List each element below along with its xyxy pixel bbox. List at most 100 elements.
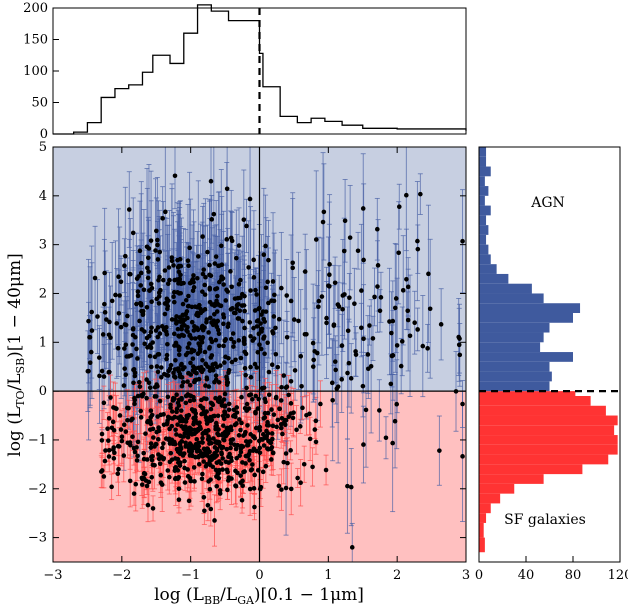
data-point (228, 441, 234, 446)
data-point (186, 303, 192, 309)
data-point (195, 445, 201, 450)
data-point (200, 471, 205, 477)
data-point (156, 428, 162, 434)
data-point (95, 314, 100, 319)
data-point (239, 394, 244, 400)
data-point (196, 365, 201, 371)
data-point (212, 445, 218, 450)
data-point (180, 301, 186, 307)
data-point (209, 339, 215, 345)
data-point (177, 374, 183, 379)
data-point (116, 274, 121, 280)
data-point (108, 335, 113, 340)
data-point (161, 277, 166, 283)
data-point (132, 395, 137, 401)
data-point (279, 384, 284, 390)
data-point (209, 353, 215, 358)
data-point (204, 375, 210, 380)
data-point (285, 460, 290, 466)
data-point (164, 352, 170, 358)
data-point (138, 283, 143, 288)
data-point (132, 449, 138, 455)
top-histogram-frame (52, 7, 467, 135)
data-point (155, 414, 161, 419)
data-point (214, 309, 220, 314)
data-point (113, 292, 118, 298)
data-point (187, 333, 192, 338)
data-point (89, 309, 94, 315)
data-point (202, 508, 207, 514)
data-point (169, 255, 175, 260)
data-point (219, 432, 225, 438)
data-point (250, 462, 255, 467)
data-point (226, 407, 232, 413)
data-point (175, 366, 181, 371)
data-point (298, 480, 303, 486)
data-point (177, 315, 183, 320)
data-point (188, 372, 194, 377)
data-point (117, 293, 122, 298)
data-point (217, 488, 223, 493)
data-point (339, 377, 345, 382)
data-point (226, 321, 231, 327)
data-point (182, 458, 187, 464)
data-point (192, 427, 197, 433)
data-point (167, 436, 172, 442)
data-point (231, 310, 237, 316)
data-point (122, 322, 128, 327)
data-point (118, 324, 124, 330)
data-point (163, 329, 169, 335)
data-point (319, 294, 325, 299)
data-point (214, 483, 220, 489)
data-point (276, 316, 282, 322)
data-point (223, 337, 229, 342)
data-point (211, 318, 217, 323)
data-point (327, 272, 332, 278)
data-point (164, 421, 170, 427)
data-point (106, 438, 111, 443)
data-point (183, 297, 189, 303)
data-point (216, 459, 222, 464)
data-point (210, 322, 216, 328)
data-point (239, 420, 244, 426)
data-point (292, 368, 298, 373)
data-point (192, 369, 198, 375)
data-point (247, 486, 253, 492)
data-point (175, 476, 181, 482)
data-point (165, 341, 170, 347)
data-point (252, 361, 258, 367)
data-point (259, 385, 265, 391)
data-point (252, 504, 257, 510)
data-point (196, 376, 202, 382)
data-point (134, 458, 140, 463)
data-point (221, 423, 226, 428)
data-point (126, 207, 132, 212)
data-point (207, 287, 213, 292)
data-point (136, 274, 141, 279)
data-point (177, 463, 183, 468)
data-point (154, 364, 160, 369)
data-point (126, 354, 132, 359)
data-point (206, 384, 212, 389)
data-point (273, 351, 279, 357)
data-point (200, 234, 205, 239)
data-point (102, 458, 108, 464)
data-point (199, 476, 205, 482)
top-y-tick-label: 100 (23, 64, 48, 79)
data-point (116, 466, 121, 472)
data-point (244, 223, 249, 229)
data-point (254, 324, 260, 329)
data-point (312, 427, 318, 432)
data-point (176, 486, 182, 492)
data-point (159, 374, 164, 380)
data-point (222, 429, 228, 435)
data-point (139, 482, 145, 487)
data-point (238, 277, 243, 283)
data-point (181, 333, 187, 339)
data-point (233, 483, 238, 488)
data-point (212, 261, 218, 266)
data-point (148, 281, 154, 287)
data-point (221, 416, 227, 422)
data-point (167, 474, 172, 480)
